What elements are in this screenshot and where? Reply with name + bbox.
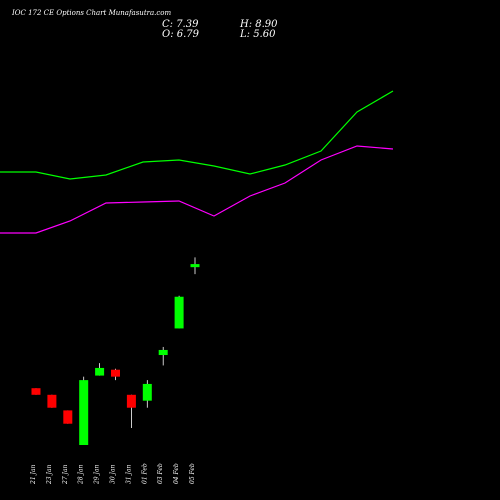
candle-body [47, 394, 57, 408]
candle-body [95, 367, 105, 376]
candle-body [79, 380, 89, 445]
x-tick-label: 28 Jan [78, 464, 85, 485]
moving-average-line-magenta [0, 145, 394, 234]
candle-body [174, 296, 184, 329]
candle-body [158, 349, 168, 356]
x-tick-label: 21 Jan [30, 464, 37, 485]
chart-title: IOC 172 CE Options Chart Munafasutra.com [11, 9, 172, 17]
x-tick-label: 04 Feb [173, 463, 180, 484]
low-value: L: 5.60 [239, 29, 276, 40]
x-tick-label: 01 Feb [141, 463, 148, 484]
candle-body [126, 394, 136, 408]
candle-body [63, 410, 73, 424]
x-tick-label: 23 Jan [46, 464, 53, 485]
candle-body [190, 264, 200, 268]
x-axis-ticks: 21 Jan 23 Jan 27 Jan 28 Jan 29 Jan 30 Jan 31 J… [30, 463, 196, 485]
candle-body [142, 383, 152, 401]
moving-average-lines [0, 90, 394, 234]
x-tick-label: 29 Jan [94, 464, 101, 485]
candles [31, 257, 200, 445]
x-tick-label: 03 Feb [157, 463, 164, 484]
open-value: O: 6.79 [162, 29, 200, 40]
moving-average-line-green [0, 90, 394, 180]
x-tick-label: 30 Jan [110, 464, 117, 484]
x-tick-label: 31 Jan [125, 464, 132, 484]
candle-body [111, 369, 120, 377]
x-tick-label: 05 Feb [189, 463, 196, 484]
high-value: H: 8.90 [239, 19, 278, 30]
x-tick-label: 27 Jan [62, 464, 69, 485]
close-value: C: 7.39 [162, 19, 199, 30]
candle-body [31, 388, 41, 395]
